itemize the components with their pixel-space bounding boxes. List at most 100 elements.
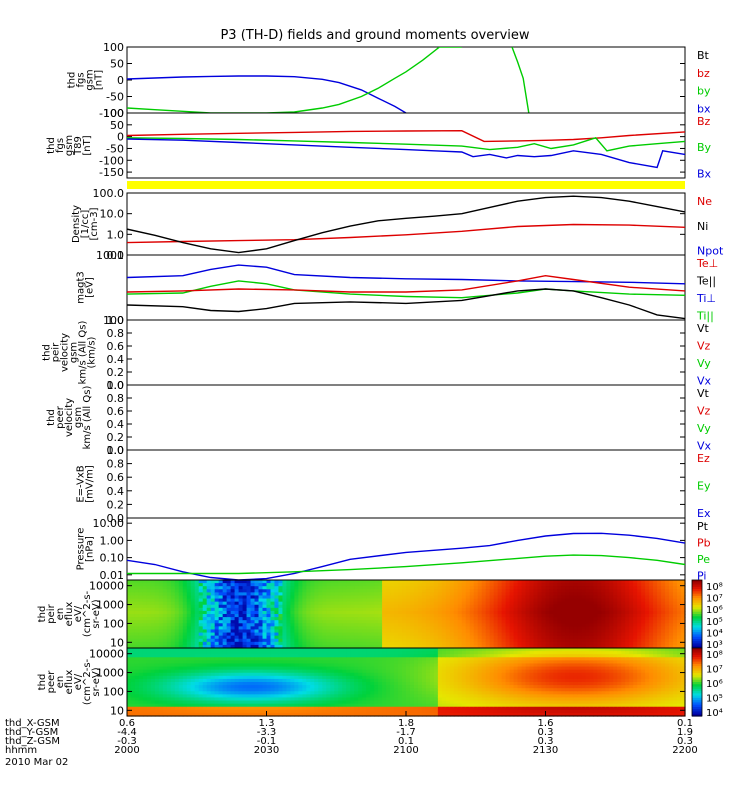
heatmap-cell [605, 604, 610, 609]
heatmap-cell [178, 682, 184, 686]
y-axis-label: velocity [64, 398, 75, 437]
heatmap-cell [681, 580, 686, 584]
heatmap-cell [214, 580, 220, 584]
heatmap-cell [661, 580, 666, 584]
heatmap-cell [342, 610, 347, 615]
heatmap-cell [270, 607, 276, 612]
heatmap-cell [310, 598, 315, 603]
heatmap-cell [441, 589, 447, 593]
heatmap-cell [270, 648, 276, 652]
heatmap-cell [302, 607, 307, 612]
heatmap-cell [330, 598, 335, 603]
heatmap-cell [226, 709, 232, 714]
heatmap-cell [409, 688, 415, 692]
heatmap-cell [449, 614, 455, 618]
y-tick-label: 0.8 [107, 458, 125, 471]
heatmap-cell [513, 595, 519, 600]
heatmap-cell [222, 635, 228, 640]
heatmap-cell [417, 626, 423, 631]
heatmap-cell [537, 638, 543, 643]
heatmap-cell [465, 601, 471, 606]
heatmap-cell [577, 617, 582, 621]
heatmap-cell [489, 604, 495, 609]
heatmap-cell [641, 632, 646, 637]
heatmap-cell [366, 669, 371, 674]
heatmap-cell [609, 632, 614, 637]
heatmap-cell [366, 607, 371, 612]
heatmap-cell [266, 691, 272, 695]
heatmap-cell [290, 685, 295, 689]
heatmap-cell [413, 635, 419, 640]
heatmap-cell [182, 607, 188, 612]
heatmap-cell [218, 682, 224, 686]
heatmap-cell [330, 666, 335, 671]
heatmap-cell [274, 641, 280, 646]
heatmap-cell [409, 598, 415, 603]
heatmap-cell [413, 697, 419, 702]
heatmap-cell [158, 610, 164, 615]
heatmap-cell [342, 580, 347, 584]
heatmap-cell [262, 651, 268, 655]
heatmap-cell [350, 626, 355, 631]
heatmap-cell [342, 604, 347, 609]
heatmap-cell [286, 614, 292, 618]
heatmap-cell [398, 607, 403, 612]
heatmap-cell [238, 703, 244, 708]
heatmap-cell [210, 601, 216, 606]
heatmap-cell [370, 700, 375, 705]
heatmap-cell [322, 709, 327, 714]
heatmap-cell [605, 641, 610, 646]
heatmap-cell [222, 629, 228, 634]
heatmap-cell [441, 604, 447, 609]
heatmap-cell [278, 703, 284, 708]
heatmap-cell [310, 632, 315, 637]
heatmap-cell [489, 598, 495, 603]
heatmap-cell [581, 644, 586, 649]
heatmap-cell [166, 691, 172, 695]
y-tick-label: 0 [117, 74, 124, 87]
heatmap-cell [322, 644, 327, 649]
heatmap-cell [581, 592, 586, 597]
heatmap-cell [509, 632, 515, 637]
heatmap-cell [485, 592, 491, 597]
heatmap-cell [302, 648, 307, 652]
heatmap-cell [262, 709, 268, 714]
heatmap-cell [210, 617, 216, 621]
heatmap-cell [505, 592, 511, 597]
heatmap-cell [210, 604, 216, 609]
heatmap-cell [665, 641, 670, 646]
heatmap-cell [242, 648, 248, 652]
y-tick-label: 1.00 [100, 534, 125, 547]
heatmap-cell [425, 641, 431, 646]
heatmap-cell [661, 638, 666, 643]
heatmap-cell [597, 632, 602, 637]
heatmap-cell [266, 672, 272, 677]
heatmap-cell [601, 644, 606, 649]
heatmap-cell [593, 580, 598, 584]
heatmap-cell [278, 666, 284, 671]
heatmap-cell [681, 632, 686, 637]
heatmap-cell [218, 657, 224, 661]
heatmap-cell [493, 614, 499, 618]
heatmap-cell [286, 586, 292, 590]
heatmap-cell [378, 592, 383, 597]
heatmap-cell [362, 688, 367, 692]
heatmap-cell [258, 709, 264, 714]
heatmap-cell [641, 626, 646, 631]
heatmap-cell [409, 607, 415, 612]
y-tick-label: 1.0 [107, 228, 125, 241]
heatmap-cell [322, 666, 327, 671]
heatmap-cell [565, 583, 571, 587]
heatmap-cell [266, 709, 272, 714]
heatmap-cell [573, 617, 578, 621]
heatmap-cell [258, 632, 264, 637]
heatmap-cell [162, 635, 168, 640]
heatmap-cell [342, 694, 347, 699]
heatmap-cell [294, 641, 299, 646]
heatmap-cell [485, 601, 491, 606]
heatmap-cell [509, 601, 515, 606]
heatmap-cell [330, 635, 335, 640]
legend-entry: Te|| [696, 274, 716, 287]
heatmap-cell [310, 660, 315, 665]
heatmap-cell [242, 617, 248, 621]
